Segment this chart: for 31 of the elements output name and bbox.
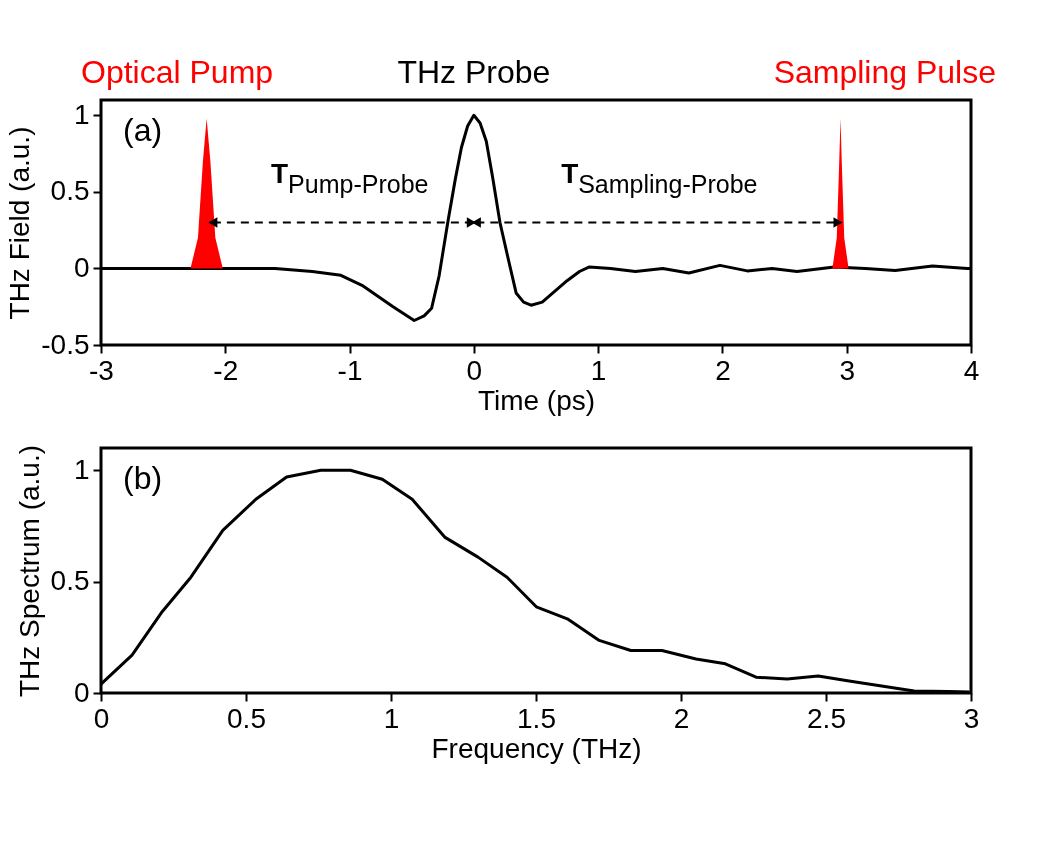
- x-tick-label: 3: [839, 354, 855, 386]
- x-tick-label: 1: [590, 354, 607, 386]
- y-axis-title: THz Spectrum (a.u.): [13, 444, 45, 698]
- y-tick-label: 1: [73, 98, 90, 130]
- x-tick-label: 0.5: [227, 702, 266, 734]
- x-tick-label: 2.5: [807, 702, 846, 734]
- x-tick-label: 1: [383, 702, 400, 734]
- x-tick-label: -2: [213, 354, 239, 386]
- x-tick-label: 1.5: [517, 702, 556, 734]
- x-tick-label: 4: [963, 354, 980, 386]
- y-tick-label: 0: [73, 251, 90, 283]
- x-tick-label: -3: [89, 354, 114, 386]
- y-axis-title: THz Field (a.u.): [4, 126, 36, 320]
- text: Sampling Pulse: [773, 54, 996, 90]
- y-tick-label: 0.5: [50, 565, 90, 597]
- annotation: (b): [123, 460, 163, 496]
- x-tick-label: -1: [337, 354, 363, 386]
- annotation: (a): [123, 112, 163, 148]
- y-tick-label: 0.5: [50, 175, 90, 207]
- x-tick-label: 2: [673, 702, 690, 734]
- x-axis-title: Frequency (THz): [431, 732, 642, 764]
- x-tick-label: 0: [93, 702, 110, 734]
- x-axis-title: Time (ps): [477, 384, 596, 416]
- y-tick-label: 1: [73, 453, 90, 485]
- x-tick-label: 0: [466, 354, 483, 386]
- series-label: THz Probe: [397, 54, 551, 90]
- x-tick-label: 3: [963, 702, 980, 734]
- x-tick-label: 2: [715, 354, 731, 386]
- y-tick-label: 0: [73, 676, 90, 708]
- y-tick-label: -0.5: [41, 328, 90, 360]
- series-label: Optical Pump: [81, 54, 274, 90]
